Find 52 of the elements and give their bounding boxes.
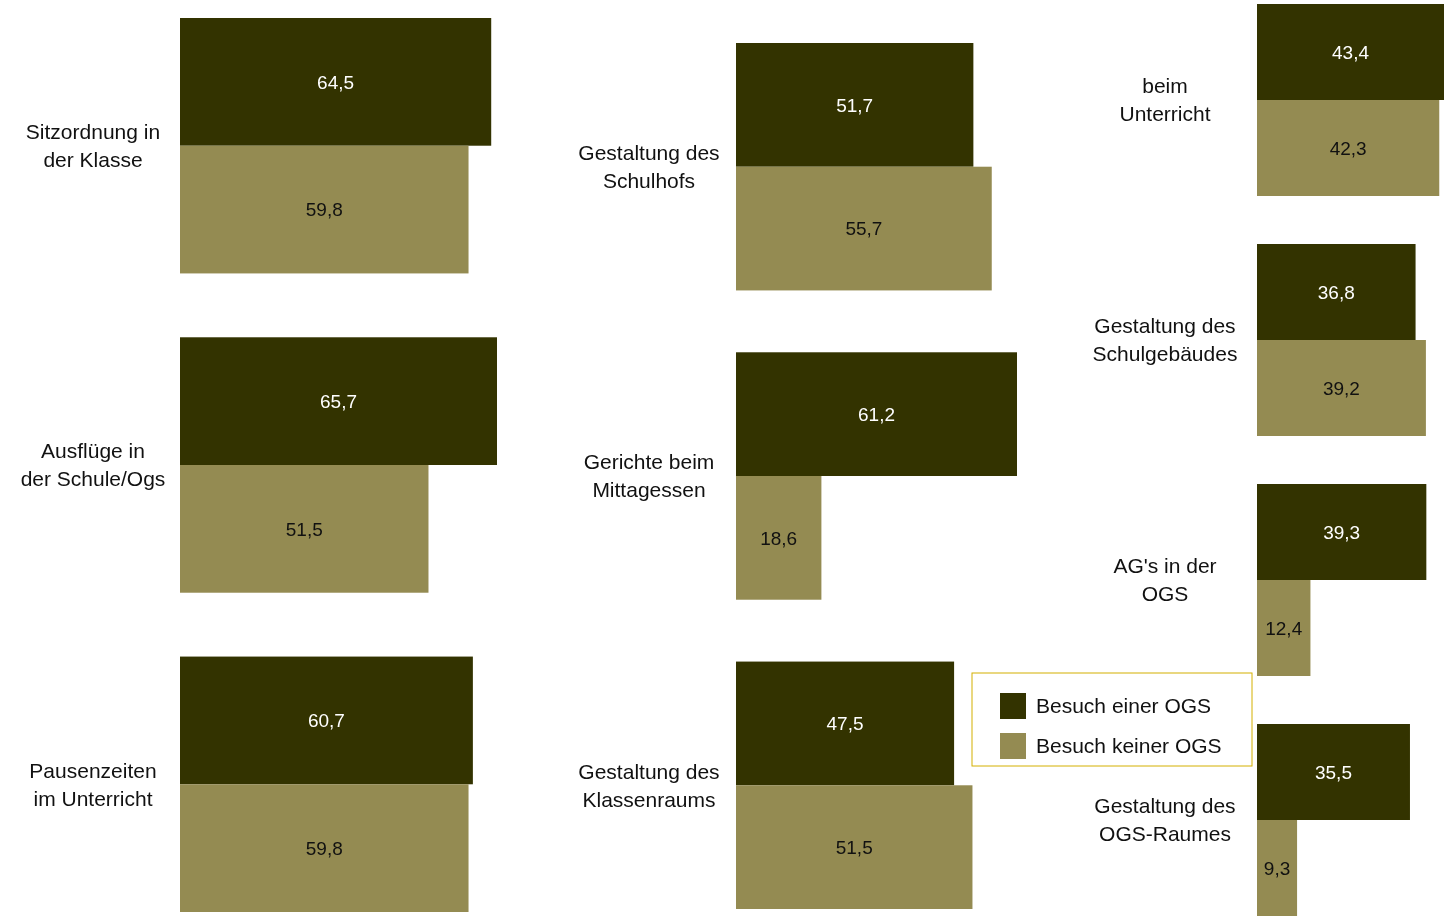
- y-tick-label: Gerichte beim Mittagessen: [583, 450, 715, 502]
- y-tick-label: Ausflüge in der Schule/Ogs: [20, 439, 166, 491]
- bar: [180, 337, 497, 465]
- y-tick-label: Gestaltung des OGS-Raumes: [1094, 794, 1236, 846]
- data-label: 65,7: [320, 390, 357, 412]
- data-label: 55,7: [845, 218, 883, 240]
- data-label: 42,3: [1329, 137, 1367, 159]
- bar: [736, 166, 992, 291]
- y-tick-label: Sitzordnung in der Klasse: [25, 120, 161, 172]
- data-label: 51,5: [285, 518, 323, 540]
- data-label: 43,4: [1332, 41, 1370, 63]
- data-label: 39,3: [1323, 521, 1361, 543]
- bar: [180, 784, 469, 912]
- bar: [1257, 724, 1410, 820]
- y-tick-label: AG's in der OGS: [1113, 554, 1217, 606]
- data-label: 61,2: [858, 403, 895, 425]
- bar: [736, 352, 1017, 476]
- data-label: 64,5: [317, 71, 355, 93]
- data-label: 59,8: [305, 199, 343, 221]
- data-label: 47,5: [826, 713, 864, 735]
- data-label: 35,5: [1314, 761, 1352, 783]
- bar: [736, 43, 974, 167]
- y-tick-label: Gestaltung des Schulgebäudes: [1092, 314, 1238, 366]
- y-tick-label: Pausenzeiten im Unterricht: [29, 758, 157, 810]
- bar: [1257, 4, 1444, 100]
- data-label: 60,7: [307, 710, 345, 732]
- data-label: 9,3: [1263, 857, 1291, 879]
- data-label: 39,2: [1322, 377, 1360, 399]
- bar: [1257, 484, 1427, 580]
- bar: [1257, 340, 1426, 436]
- bar: [736, 785, 973, 909]
- bar: [180, 145, 469, 274]
- data-label: 18,6: [760, 527, 798, 549]
- data-label: 59,8: [305, 837, 343, 859]
- legend-label: Besuch keiner OGS: [1036, 734, 1222, 758]
- data-label: 12,4: [1265, 617, 1303, 639]
- bar: [1257, 100, 1440, 196]
- bar: [736, 661, 955, 786]
- bar: [1257, 580, 1311, 676]
- legend-label: Besuch einer OGS: [1036, 694, 1212, 718]
- bar: [1257, 820, 1298, 916]
- data-label: 51,7: [836, 94, 874, 116]
- y-tick-label: Gestaltung des Klassenraums: [578, 759, 720, 811]
- bar: [736, 476, 822, 600]
- data-label: 51,5: [835, 836, 873, 858]
- bar: [1257, 244, 1416, 340]
- y-tick-label: Gestaltung des Schulhofs: [578, 141, 720, 193]
- bar: [180, 656, 473, 785]
- y-tick-label: beim Unterricht: [1119, 74, 1211, 126]
- bar: [180, 18, 492, 146]
- bar: [180, 465, 429, 593]
- data-label: 36,8: [1317, 281, 1355, 303]
